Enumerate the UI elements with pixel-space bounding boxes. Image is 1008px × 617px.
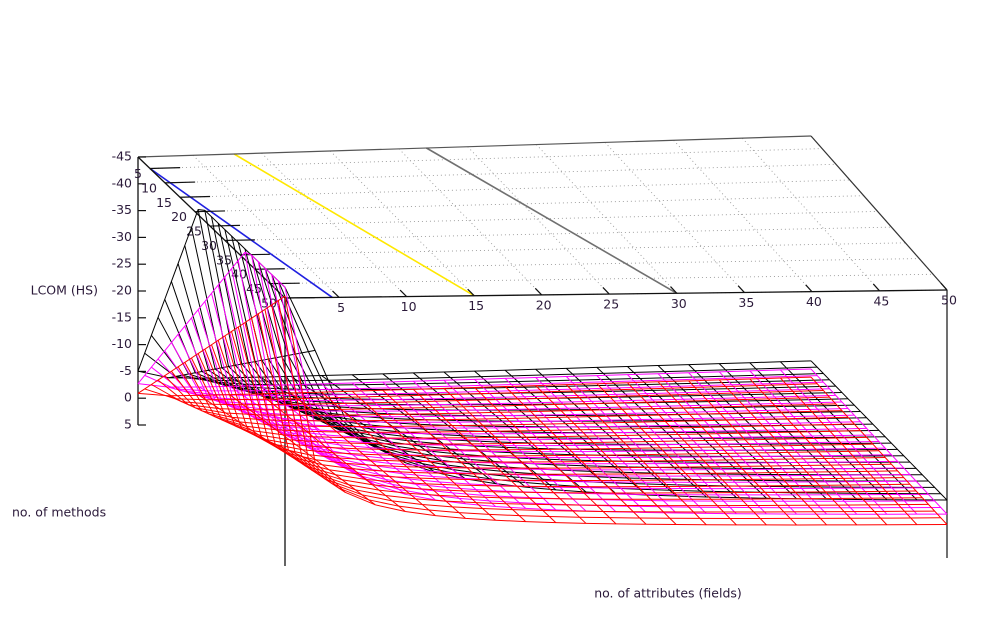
y-tick-label: 35 — [216, 252, 232, 267]
z-axis-label: LCOM (HS) — [31, 283, 98, 298]
y-tick-label: 40 — [231, 267, 247, 282]
z-tick-label: -45 — [112, 149, 132, 164]
base-plane-grid — [149, 135, 948, 299]
y-tick-label: 25 — [186, 224, 202, 239]
z-tick-label: -40 — [112, 175, 132, 190]
z-axis: 5 0 -5 -10 -15 -20 -25 -30 -35 -40 -45 — [112, 149, 146, 432]
x-tick-label: 45 — [873, 293, 889, 308]
x-tick-label: 25 — [603, 297, 619, 312]
x-axis-label: no. of attributes (fields) — [594, 586, 742, 601]
z-tick-label: -20 — [112, 283, 132, 298]
z-tick-label: -5 — [120, 363, 132, 378]
base-plane-outline — [137, 135, 948, 299]
z-tick-label: -25 — [112, 256, 132, 271]
z-tick-label: 5 — [124, 417, 132, 432]
x-tick-label: 20 — [536, 297, 552, 312]
y-tick-label: 20 — [171, 209, 187, 224]
contour-yellow — [233, 153, 475, 297]
y-tick-label: 15 — [156, 195, 172, 210]
y-tick-label: 10 — [141, 180, 157, 195]
base-plane-contours — [149, 147, 678, 299]
y-axis-label: no. of methods — [12, 505, 106, 520]
x-tick-label: 15 — [468, 298, 484, 313]
z-tick-label: -35 — [112, 202, 132, 217]
surface-ff0000 — [137, 295, 948, 526]
contour-gray — [426, 147, 678, 294]
surface-000000 — [137, 209, 948, 501]
y-tick-label: 5 — [134, 166, 142, 181]
x-tick-label: 35 — [738, 295, 754, 310]
z-tick-label: -15 — [112, 309, 132, 324]
x-tick-label: 5 — [337, 300, 345, 315]
x-tick-label: 10 — [401, 299, 417, 314]
x-tick-label: 30 — [671, 296, 687, 311]
z-tick-label: -10 — [112, 336, 132, 351]
z-tick-label: -30 — [112, 229, 132, 244]
z-tick-label: 0 — [124, 390, 132, 405]
x-tick-label: 40 — [806, 294, 822, 309]
x-tick-label: 50 — [941, 293, 957, 308]
y-tick-label: 30 — [201, 238, 217, 253]
contour-blue — [149, 167, 333, 299]
x-axis: 5 10 15 20 25 30 35 40 45 50 — [332, 282, 957, 315]
